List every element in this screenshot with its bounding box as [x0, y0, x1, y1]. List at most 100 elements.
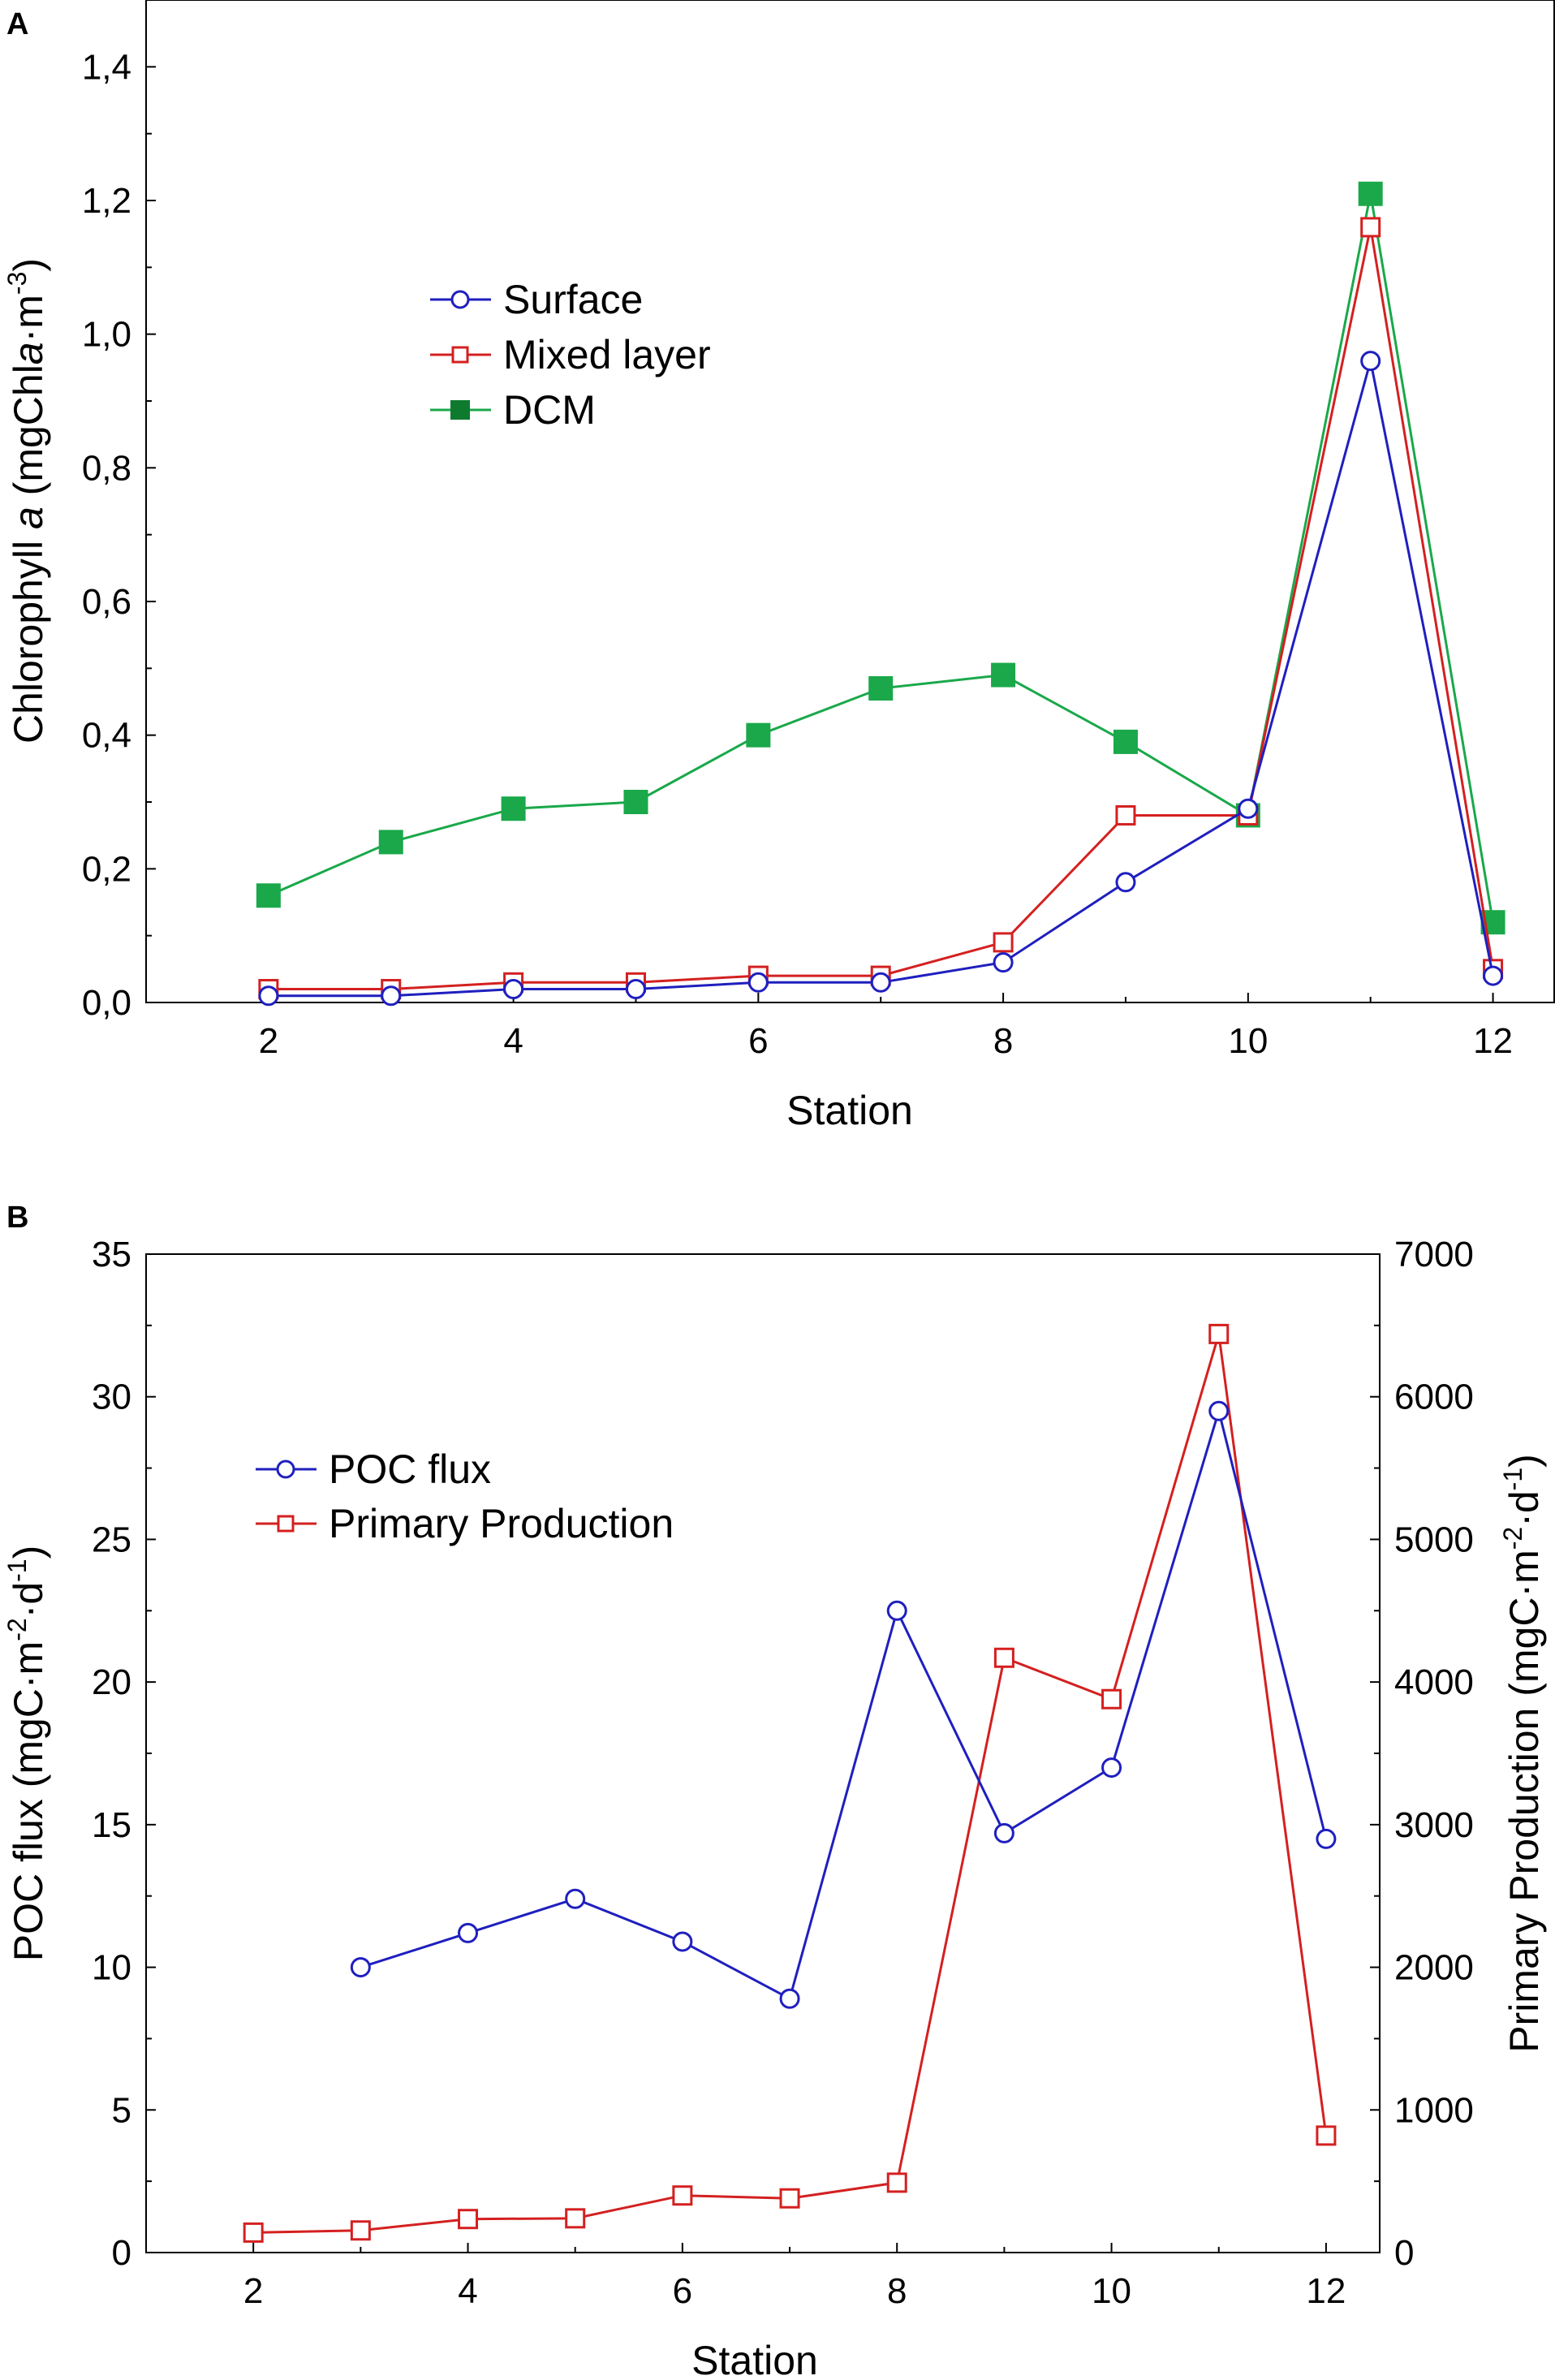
legend-surface-marker	[450, 290, 470, 309]
a-x-tick-label: 2	[259, 1021, 278, 1061]
b-left-y-tick-label: 20	[92, 1662, 131, 1702]
panel-b-legend: POC flux Primary Production	[256, 1447, 674, 1546]
b-right-y-tick-label: 6000	[1394, 1378, 1474, 1417]
panel-a-x-axis-title: Station	[786, 1088, 913, 1133]
data-point-poc-flux-station-6	[672, 1931, 693, 1952]
a-x-tick-label: 8	[993, 1021, 1013, 1061]
b-x-tick-label: 12	[1306, 2271, 1346, 2311]
legend-poc-flux-label: POC flux	[329, 1447, 491, 1492]
a-x-tick-label: 12	[1473, 1021, 1513, 1061]
data-point-surface-station-12	[1483, 965, 1504, 986]
data-point-mixed-layer-station-8	[993, 932, 1014, 953]
legend-poc-marker	[276, 1459, 295, 1479]
data-point-primary-production-station-4	[458, 2209, 479, 2230]
a-x-tick-label: 10	[1228, 1021, 1268, 1061]
legend-item-poc-flux: POC flux	[256, 1447, 491, 1492]
data-point-primary-production-station-8	[886, 2172, 907, 2193]
data-point-dcm-station-11	[1358, 181, 1383, 206]
b-left-y-tick-label: 35	[92, 1235, 131, 1274]
data-point-poc-flux-station-7	[779, 1988, 800, 2009]
a-x-tick-label: 4	[503, 1021, 523, 1061]
a-x-tick-label: 6	[748, 1021, 768, 1061]
data-point-primary-production-station-11	[1208, 1323, 1230, 1344]
panel-a-series	[256, 181, 1505, 1007]
panel-a: A 0,0 0,2 0,4 0,6 0,8 1,0 1,2 1,4 2 4 6 8 10 12 Stat…	[2, 0, 1555, 1133]
series-mixed-layer	[258, 217, 1504, 1000]
data-point-primary-production-station-12	[1316, 2125, 1337, 2146]
series-line-mixed-layer	[268, 226, 1495, 991]
legend-pp-marker	[277, 1515, 295, 1533]
data-point-poc-flux-station-5	[565, 1888, 586, 1909]
b-left-y-tick-label: 0	[112, 2233, 131, 2273]
data-point-poc-flux-station-3	[350, 1957, 371, 1978]
legend-item-primary-production: Primary Production	[256, 1501, 674, 1546]
panel-b-left-y-axis: 0 5 10 15 20 25 30 35	[92, 1235, 156, 2273]
panel-b-right-y-axis-title: Primary Production (mgC·m-2·d-1)	[1498, 1454, 1547, 2053]
data-point-dcm-station-9	[1113, 729, 1138, 754]
legend-dcm-marker	[450, 400, 470, 420]
legend-mixed-marker	[451, 346, 469, 364]
data-point-dcm-station-4	[501, 796, 526, 821]
b-x-tick-label: 10	[1092, 2271, 1131, 2311]
b-left-y-tick-label: 30	[92, 1378, 131, 1417]
legend-surface-label: Surface	[503, 277, 643, 322]
data-point-primary-production-station-2	[243, 2222, 264, 2243]
data-point-primary-production-station-5	[565, 2208, 586, 2229]
b-right-y-tick-label: 2000	[1394, 1948, 1474, 1988]
a-y-tick-label: 0,0	[82, 983, 131, 1023]
a-y-tick-label: 0,2	[82, 849, 131, 889]
legend-primary-production-label: Primary Production	[329, 1501, 674, 1546]
data-point-dcm-station-8	[991, 662, 1016, 688]
a-y-tick-label: 0,4	[82, 716, 131, 756]
panel-a-x-axis: 2 4 6 8 10 12	[145, 993, 1513, 1061]
panel-a-y-axis: 0,0 0,2 0,4 0,6 0,8 1,0 1,2 1,4	[82, 47, 156, 1023]
legend-item-mixed-layer: Mixed layer	[430, 332, 711, 377]
panel-b-plot-frame	[145, 1253, 1381, 2253]
data-point-dcm-station-5	[623, 790, 648, 814]
b-left-y-tick-label: 15	[92, 1805, 131, 1845]
b-right-y-tick-label: 0	[1394, 2233, 1414, 2273]
data-point-mixed-layer-station-9	[1115, 804, 1136, 826]
data-point-dcm-station-6	[746, 722, 771, 748]
data-point-surface-station-7	[870, 972, 891, 993]
data-point-poc-flux-station-8	[886, 1600, 907, 1621]
series-poc-flux	[350, 1400, 1337, 2009]
b-x-tick-label: 8	[887, 2271, 907, 2311]
panel-a-y-axis-title: Chlorophyll a (mgChla·m-3)	[2, 258, 51, 744]
b-right-y-tick-label: 4000	[1394, 1662, 1474, 1702]
b-right-y-tick-label: 1000	[1394, 2090, 1474, 2130]
panel-a-legend: Surface Mixed layer DCM	[430, 277, 711, 433]
a-y-tick-label: 1,2	[82, 181, 131, 221]
data-point-surface-station-11	[1360, 351, 1381, 372]
panel-b-x-axis: 2 4 6 8 10 12	[145, 2243, 1346, 2311]
a-y-tick-label: 0,8	[82, 448, 131, 488]
data-point-poc-flux-station-11	[1208, 1400, 1230, 1421]
data-point-dcm-station-7	[868, 676, 894, 701]
data-point-surface-station-4	[503, 979, 524, 1000]
a-y-tick-label: 0,6	[82, 582, 131, 622]
data-point-primary-production-station-10	[1101, 1688, 1122, 1710]
data-point-primary-production-station-6	[672, 2185, 693, 2206]
legend-mixed-layer-label: Mixed layer	[503, 332, 711, 377]
panel-a-plot-frame	[145, 0, 1555, 1003]
data-point-primary-production-station-7	[779, 2188, 800, 2209]
data-point-poc-flux-station-12	[1316, 1828, 1337, 1849]
b-left-y-tick-label: 25	[92, 1520, 131, 1559]
panel-a-letter: A	[6, 7, 28, 41]
data-point-primary-production-station-9	[993, 1647, 1014, 1668]
data-point-surface-station-5	[625, 979, 646, 1000]
data-point-surface-station-8	[993, 952, 1014, 973]
data-point-poc-flux-station-4	[458, 1922, 479, 1943]
b-left-y-tick-label: 5	[112, 2090, 131, 2130]
a-y-tick-label: 1,4	[82, 47, 131, 87]
data-point-surface-station-9	[1115, 872, 1136, 893]
a-y-tick-label: 1,0	[82, 315, 131, 355]
legend-item-dcm: DCM	[430, 387, 596, 433]
data-point-surface-station-2	[258, 985, 279, 1007]
data-point-primary-production-station-3	[350, 2220, 371, 2241]
b-x-tick-label: 6	[673, 2271, 692, 2311]
data-point-surface-station-3	[381, 985, 402, 1007]
series-surface	[258, 351, 1504, 1007]
